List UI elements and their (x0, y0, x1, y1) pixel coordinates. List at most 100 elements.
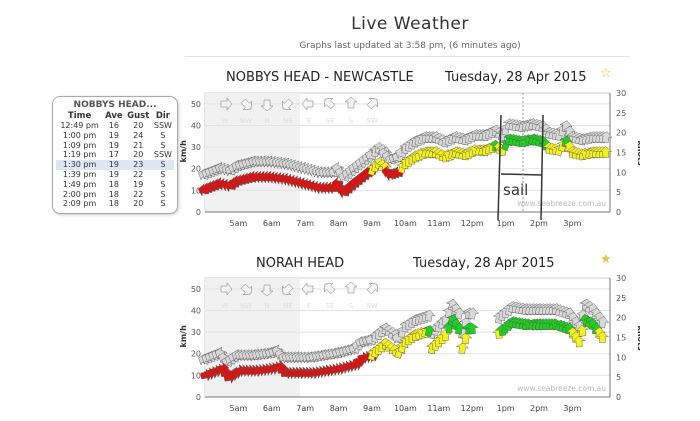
table-cell: S (160, 189, 166, 199)
table-cell: 2:00 pm (62, 189, 97, 199)
y2-tick-label: 15 (616, 334, 626, 343)
table-cell: 22 (133, 169, 144, 179)
page-title: Live Weather (351, 14, 469, 34)
y2-tick-label: 0 (616, 208, 621, 217)
sail-label: sail (503, 181, 528, 199)
table-row: 12:49 pm 16 20 SSW (56, 121, 174, 131)
table-row: 2:09 pm 18 20 S (56, 199, 174, 209)
gust-arrow-icon (596, 316, 610, 329)
y-tick-label: 10 (191, 186, 201, 195)
table-row: 1:09 pm 19 21 S (56, 141, 174, 151)
chart-2-title: NORAH HEAD (256, 256, 345, 271)
direction-legend-arrow-icon (240, 283, 252, 295)
watermark: www.seabreeze.com.au (517, 384, 606, 393)
y-tick-label: 30 (191, 328, 201, 337)
y2-tick-label: 10 (616, 168, 626, 177)
panel-title: NOBBYS HEAD... (73, 100, 157, 110)
night-shading (205, 278, 300, 397)
table-cell: 21 (133, 140, 144, 150)
direction-legend-label: SW (366, 117, 377, 125)
y-tick-label: 0 (196, 393, 201, 402)
y2-tick-label: 15 (616, 149, 626, 158)
direction-legend-arrow-icon (220, 97, 233, 111)
y2-tick-label: 30 (616, 89, 626, 98)
direction-legend-label: S (349, 302, 354, 310)
table-row: 1:39 pm 19 22 S (56, 170, 174, 180)
average-wind-arrow-icon (599, 146, 613, 158)
column-header: Gust (127, 111, 150, 121)
table-cell: 1:19 pm (62, 150, 97, 160)
table-cell: S (160, 140, 166, 150)
table-cell: S (160, 169, 166, 179)
night-shading (205, 93, 300, 212)
direction-legend-label: NW (240, 302, 252, 310)
y-tick-label: 0 (196, 208, 201, 217)
table-cell: S (151, 160, 174, 170)
table-cell: 1:30 pm (56, 160, 104, 170)
table-cell: S (160, 130, 166, 140)
x-tick-label: 3pm (563, 404, 581, 413)
table-cell: S (160, 179, 166, 189)
x-tick-label: 5am (230, 404, 248, 413)
table-cell: 23 (124, 160, 152, 170)
y-tick-label: 30 (191, 143, 201, 152)
table-row: 1:49 pm 18 19 S (56, 180, 174, 190)
table-row: 1:30 pm 19 23 S (56, 160, 174, 170)
y-tick-label: 10 (191, 371, 201, 380)
table-cell: 1:09 pm (62, 140, 97, 150)
x-tick-label: 12pm (461, 219, 484, 228)
x-tick-label: 9am (363, 219, 381, 228)
y2-tick-label: 20 (616, 129, 626, 138)
table-cell: 22 (133, 189, 144, 199)
y2-tick-label: 0 (616, 393, 621, 402)
y-tick-label: 40 (191, 306, 201, 315)
direction-legend-arrow-icon (344, 96, 358, 109)
table-cell: 18 (108, 199, 119, 209)
direction-legend-arrow-icon (324, 98, 336, 110)
chart-2-date: Tuesday, 28 Apr 2015 (413, 256, 555, 271)
direction-legend-label: NW (240, 117, 252, 125)
y2-tick-label: 30 (616, 274, 626, 283)
observations-table: Time Ave Gust Dir 12:49 pm 16 20 SSW 1:00 pm 19 24… (56, 111, 174, 209)
direction-legend-label: S (349, 117, 354, 125)
direction-legend-label: W (222, 117, 229, 125)
table-cell: 1:49 pm (62, 179, 97, 189)
average-wind-arrow-icon (595, 331, 610, 343)
x-tick-label: 6am (263, 219, 281, 228)
x-tick-label: 11am (427, 219, 450, 228)
table-cell: 20 (133, 199, 144, 209)
gust-arrow-icon (422, 309, 436, 322)
direction-legend-arrow-icon (282, 283, 294, 295)
table-cell: 17 (108, 150, 119, 160)
x-tick-label: 6am (263, 404, 281, 413)
table-row: 1:19 pm 17 20 SSW (56, 150, 174, 160)
table-cell: 16 (108, 121, 119, 130)
table-cell: 19 (133, 179, 144, 189)
x-tick-label: 7am (296, 219, 314, 228)
table-cell: 19 (108, 140, 119, 150)
y2-tick-label: 20 (616, 314, 626, 323)
table-cell: SSW (153, 121, 172, 130)
x-tick-label: 2pm (530, 404, 548, 413)
direction-legend-arrow-icon (324, 283, 336, 295)
y2-tick-label: 5 (616, 373, 621, 382)
average-wind-arrow-icon (459, 332, 473, 345)
direction-legend-label: SE (326, 117, 335, 125)
direction-legend-arrow-icon (301, 97, 314, 111)
x-tick-label: 1pm (497, 404, 515, 413)
watermark: www.seabreeze.com.au (517, 199, 606, 208)
y2-tick-label: 5 (616, 188, 621, 197)
y-axis-label: km/h (179, 140, 188, 163)
x-tick-label: 10am (394, 219, 417, 228)
y-axis-label: km/h (179, 325, 188, 348)
favourite-star-icon[interactable]: ☆ (600, 66, 612, 81)
gust-arrow-icon (599, 131, 613, 144)
table-cell: 19 (108, 169, 119, 179)
wind-arrows (198, 298, 610, 384)
average-wind-arrow-icon (465, 322, 479, 335)
favourite-star-icon[interactable]: ★ (600, 252, 612, 267)
y2-axis-label: knots (636, 326, 640, 351)
x-tick-label: 12pm (461, 404, 484, 413)
latest-observations-panel: NOBBYS HEAD... Time Ave Gust Dir 12:49 pm 16 2… (52, 96, 178, 214)
